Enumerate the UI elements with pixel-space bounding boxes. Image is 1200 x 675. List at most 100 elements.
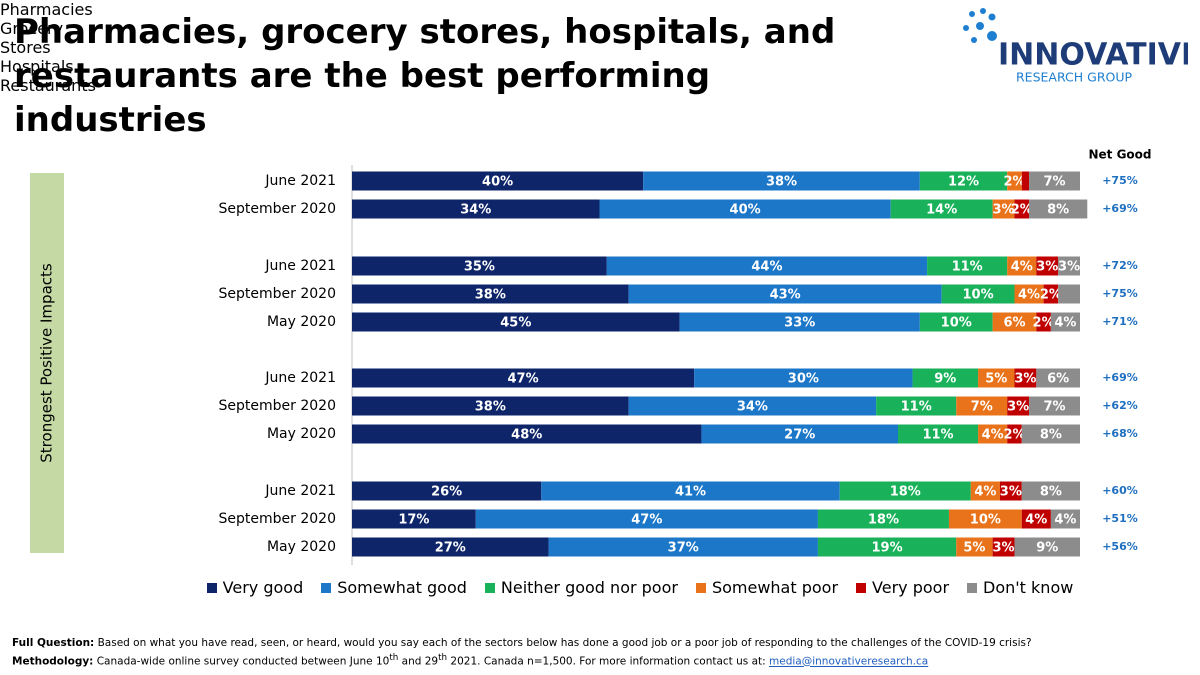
bar-segment bbox=[1021, 424, 1080, 444]
net-good-label: +72% bbox=[1102, 259, 1138, 272]
net-good-label: +60% bbox=[1102, 484, 1138, 497]
group-label: Grocery Stores bbox=[0, 19, 64, 57]
bar-segment bbox=[352, 199, 600, 219]
row-label: June 2021 bbox=[264, 483, 336, 499]
legend-label: Somewhat poor bbox=[711, 578, 839, 597]
group-label: Pharmacies bbox=[0, 0, 93, 19]
value-label: 48% bbox=[511, 428, 542, 443]
value-label: 8% bbox=[1047, 203, 1069, 218]
bar-segment bbox=[941, 284, 1015, 304]
value-label: 2% bbox=[1040, 288, 1062, 303]
bar-segment bbox=[1043, 284, 1059, 304]
footnote-text: and 29 bbox=[398, 655, 439, 668]
value-label: 9% bbox=[934, 372, 956, 387]
net-good-label: +68% bbox=[1102, 427, 1138, 440]
footnote-question: Full Question: Based on what you have re… bbox=[12, 636, 1032, 651]
value-label: 27% bbox=[435, 541, 466, 556]
value-label: 11% bbox=[922, 428, 953, 443]
value-label: 9% bbox=[1036, 541, 1058, 556]
value-label: 2% bbox=[1003, 428, 1025, 443]
row-label: June 2021 bbox=[264, 258, 336, 274]
logo-dots bbox=[963, 8, 997, 43]
legend-label: Very good bbox=[222, 578, 304, 597]
group-label: Restaurants bbox=[0, 76, 96, 95]
bar-segment bbox=[992, 537, 1015, 557]
value-label: 33% bbox=[784, 316, 815, 331]
footnote-text: Canada-wide online survey conducted betw… bbox=[93, 655, 390, 668]
footnote-label: Methodology: bbox=[12, 655, 94, 668]
legend-swatch bbox=[321, 582, 332, 593]
bar-segment bbox=[352, 481, 542, 501]
bar-segment bbox=[919, 312, 993, 332]
legend-swatch bbox=[967, 582, 978, 593]
group-label: Hospitals bbox=[0, 57, 74, 76]
bar-segment bbox=[1021, 481, 1080, 501]
bar-segment bbox=[1050, 509, 1080, 529]
value-label: 6% bbox=[1003, 316, 1025, 331]
bar-segment bbox=[817, 509, 949, 529]
bar-segment bbox=[1014, 284, 1044, 304]
bar-segment bbox=[839, 481, 971, 501]
value-label: 3% bbox=[1000, 485, 1022, 500]
footnote-text: 2021. Canada n=1,500. For more informati… bbox=[447, 655, 770, 668]
bar-segment bbox=[701, 424, 898, 444]
bar-segment bbox=[927, 256, 1008, 276]
bar-segment bbox=[970, 481, 1000, 501]
value-label: 4% bbox=[982, 428, 1004, 443]
value-label: 7% bbox=[1043, 175, 1065, 190]
value-label: 5% bbox=[963, 541, 985, 556]
bar-segment bbox=[1007, 424, 1022, 444]
value-label: 5% bbox=[985, 372, 1007, 387]
bar-segment bbox=[352, 368, 695, 388]
value-label: 3% bbox=[993, 203, 1015, 218]
bar-segment bbox=[1007, 256, 1037, 276]
bar-segment bbox=[890, 199, 993, 219]
bar-segment bbox=[978, 368, 1015, 388]
chart: Strongest Positive Impacts Net Good June… bbox=[30, 148, 1152, 565]
bar-segment bbox=[643, 171, 920, 191]
value-label: 11% bbox=[901, 400, 932, 415]
value-label: 41% bbox=[675, 485, 706, 500]
net-good-label: +56% bbox=[1102, 540, 1138, 553]
bar-segment bbox=[1029, 171, 1080, 191]
value-label: 3% bbox=[1058, 260, 1080, 275]
bar-segment bbox=[876, 396, 957, 416]
bar-segment bbox=[912, 368, 979, 388]
net-good-label: +75% bbox=[1102, 287, 1138, 300]
net-good-label: +62% bbox=[1102, 399, 1138, 412]
value-label: 7% bbox=[971, 400, 993, 415]
value-label: 19% bbox=[872, 541, 903, 556]
footnote-sup: th bbox=[438, 653, 448, 663]
value-label: 26% bbox=[431, 485, 462, 500]
bar-segment bbox=[1007, 171, 1022, 191]
value-label: 4% bbox=[1054, 513, 1076, 528]
footnote: Full Question: Based on what you have re… bbox=[12, 636, 1032, 670]
value-label: 8% bbox=[1040, 428, 1062, 443]
legend-item: Somewhat poor bbox=[695, 578, 839, 597]
value-label: 3% bbox=[1007, 400, 1029, 415]
value-label: 6% bbox=[1047, 372, 1069, 387]
bar-segment bbox=[679, 312, 920, 332]
bar-segment bbox=[352, 424, 702, 444]
footnote-text: Based on what you have read, seen, or he… bbox=[94, 637, 1032, 649]
row-label: September 2020 bbox=[219, 286, 336, 302]
bar-segment bbox=[1036, 368, 1080, 388]
value-label: 10% bbox=[970, 513, 1001, 528]
value-label: 40% bbox=[730, 203, 761, 218]
value-label: 4% bbox=[1011, 260, 1033, 275]
bar-segment bbox=[352, 396, 629, 416]
row-label: June 2021 bbox=[264, 370, 336, 386]
email-link[interactable]: media@innovativeresearch.ca bbox=[769, 655, 929, 668]
value-label: 27% bbox=[784, 428, 815, 443]
value-label: 4% bbox=[1025, 513, 1047, 528]
bar-segment bbox=[352, 256, 607, 276]
legend-label: Somewhat good bbox=[337, 578, 467, 597]
value-label: 12% bbox=[948, 175, 979, 190]
value-label: 2% bbox=[1003, 175, 1025, 190]
value-label: 10% bbox=[941, 316, 972, 331]
bar-segment bbox=[606, 256, 928, 276]
value-label: 18% bbox=[868, 513, 899, 528]
bar-segment bbox=[1014, 199, 1030, 219]
legend-label: Very poor bbox=[872, 578, 950, 597]
value-label: 38% bbox=[475, 288, 506, 303]
